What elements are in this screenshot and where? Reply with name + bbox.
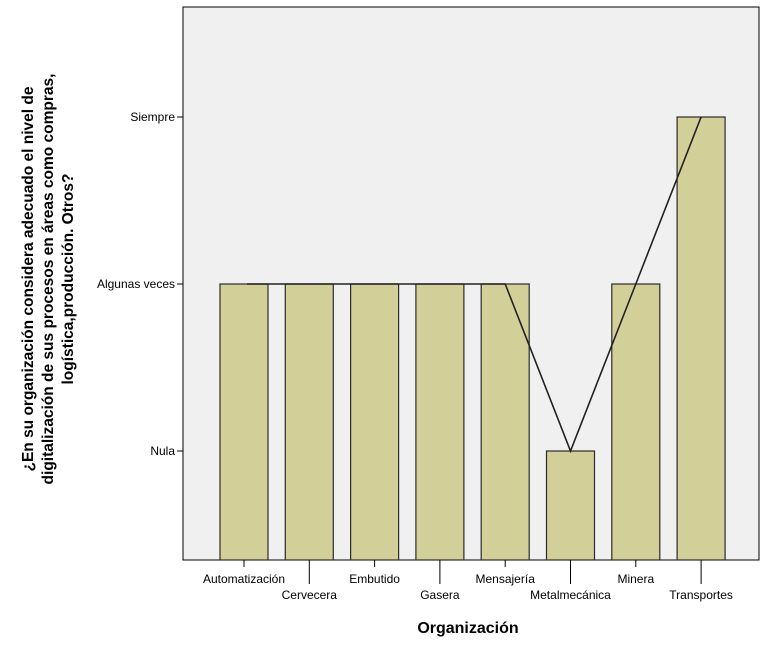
x-tick-label: Metalmecánica [530,588,611,602]
x-tick-label: Mensajería [476,572,536,586]
x-axis-title: Organización [417,620,518,637]
x-tick-label: Cervecera [282,588,338,602]
x-tick-label: Automatización [203,572,285,586]
bar-mensajeria [480,283,530,561]
bar-transportes [676,116,726,561]
bar-gasera [415,283,465,561]
y-tick-label: Nula [150,444,175,458]
bars-group [219,116,726,561]
overlay-line [247,116,702,454]
y-axis-title-line-3: logística,producción. Otros? [60,174,77,385]
bar-automatizacion [219,283,269,561]
bar-minera [611,283,661,561]
y-tick-label: Algunas veces [97,277,175,291]
bar-embutido [350,283,400,561]
y-tick-label: Siempre [130,110,175,124]
y-axis-title-line-1: ¿En su organización considera adecuado e… [20,86,37,471]
x-tick-label: Transportes [669,588,733,602]
x-tick-label: Embutido [349,572,400,586]
y-axis-title: ¿En su organización considera adecuado e… [20,74,77,485]
bar-cervecera [284,283,334,561]
x-axis-ticks: Automatización Cervecera Embutido Gasera Men… [203,560,733,602]
y-axis-ticks: Nula Algunas veces Siempre [97,110,183,458]
bar-metalmecanica [545,450,596,561]
x-tick-label: Minera [617,572,654,586]
y-axis-title-line-2: digitalización de sus procesos en áreas … [40,74,57,485]
x-tick-label: Gasera [420,588,460,602]
